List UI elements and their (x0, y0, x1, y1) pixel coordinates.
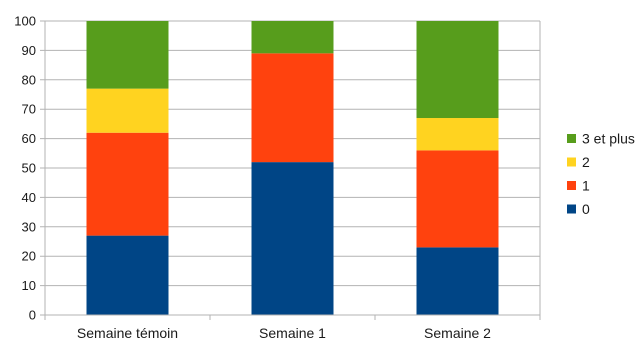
legend-swatch (567, 134, 576, 143)
legend-swatch (567, 204, 576, 214)
y-tick-label: 60 (22, 131, 36, 146)
y-tick-label: 80 (22, 72, 36, 87)
y-tick-label: 30 (22, 219, 36, 234)
x-category-label: Semaine 1 (259, 325, 326, 341)
y-tick-label: 0 (29, 308, 36, 323)
bar-segment-2 (86, 88, 169, 133)
legend-label: 2 (582, 154, 590, 170)
y-tick-label: 100 (14, 14, 36, 29)
legend-label: 0 (582, 201, 590, 217)
bar-segment-1 (86, 132, 169, 236)
y-tick-label: 50 (22, 161, 36, 176)
bar-segment-2 (416, 118, 499, 151)
bar-segment-0 (416, 247, 499, 315)
legend-swatch (567, 157, 576, 167)
legend-label: 3 et plus (582, 131, 635, 147)
bar-segment-3-et-plus (86, 21, 169, 89)
legend-label: 1 (582, 178, 590, 194)
bar-segment-3-et-plus (251, 21, 334, 54)
bars (86, 21, 499, 315)
y-tick-label: 20 (22, 249, 36, 264)
bar-segment-1 (251, 53, 334, 163)
y-tick-label: 90 (22, 43, 36, 58)
bar-segment-0 (86, 235, 169, 315)
bar-segment-3-et-plus (416, 21, 499, 119)
y-tick-label: 70 (22, 102, 36, 117)
bar-segment-0 (251, 162, 334, 315)
y-tick-label: 40 (22, 190, 36, 205)
legend-swatch (567, 181, 576, 190)
legend: 3 et plus 2 1 0 (567, 131, 635, 217)
bar-segment-1 (416, 150, 499, 248)
x-category-label: Semaine 2 (424, 325, 491, 341)
y-axis: 0 10 20 30 40 50 60 70 80 90 100 (14, 14, 541, 323)
y-tick-label: 10 (22, 278, 36, 293)
x-category-label: Semaine témoin (77, 325, 178, 341)
x-axis: Semaine témoin Semaine 1 Semaine 2 (44, 314, 541, 341)
